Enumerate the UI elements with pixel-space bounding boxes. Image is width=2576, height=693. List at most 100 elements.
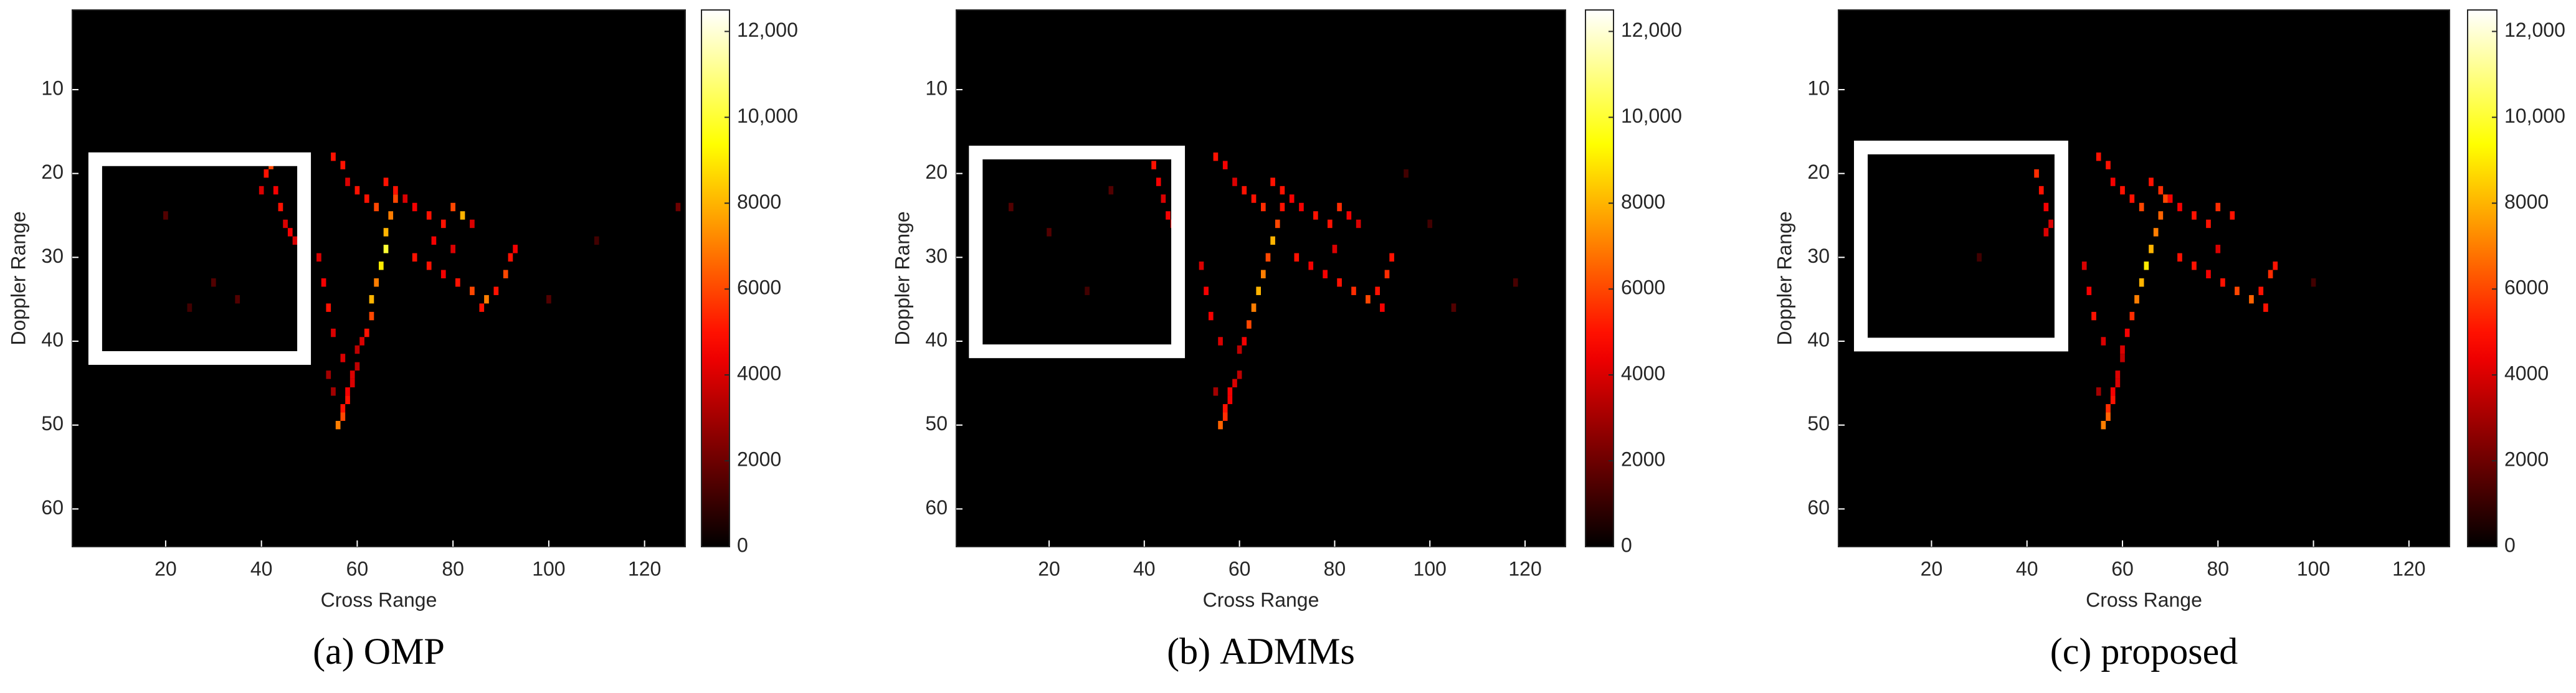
heat-cell xyxy=(1222,404,1228,413)
heat-cell xyxy=(349,379,355,388)
heat-cell xyxy=(1513,278,1518,287)
heat-cell xyxy=(1156,177,1161,186)
heat-cell xyxy=(1380,303,1385,312)
heat-cell xyxy=(1337,278,1342,287)
heat-cell xyxy=(1280,186,1285,195)
colorbar-tick-label: 8000 xyxy=(1621,191,1665,213)
heat-cell xyxy=(2110,387,2116,396)
colorbar-tick-label: 0 xyxy=(737,534,748,556)
caption: (a) OMP xyxy=(313,631,445,672)
y-tick-label: 30 xyxy=(1807,245,1830,267)
heat-cell xyxy=(1351,286,1356,295)
heat-cell xyxy=(2101,337,2106,346)
heat-cell xyxy=(2177,202,2182,212)
heat-cell xyxy=(364,194,369,203)
heat-cell xyxy=(1227,395,1233,405)
heat-cell xyxy=(1251,303,1257,312)
heat-cell xyxy=(340,161,346,169)
heat-cell xyxy=(354,362,360,371)
x-axis-label: Cross Range xyxy=(321,588,437,611)
y-axis-label: Doppler Range xyxy=(891,211,913,345)
heat-cell xyxy=(340,404,346,413)
heat-cell xyxy=(1237,345,1242,354)
heat-cell xyxy=(2230,211,2235,220)
heat-cell xyxy=(2115,379,2121,388)
heat-cell xyxy=(2086,286,2092,295)
heat-cell xyxy=(1047,228,1052,237)
colorbar xyxy=(701,9,730,547)
heat-cell xyxy=(2038,186,2044,195)
y-tick-label: 10 xyxy=(41,77,64,99)
heat-cell xyxy=(2206,270,2211,278)
highlight-box xyxy=(1854,140,2068,352)
caption: (b) ADMMs xyxy=(1167,631,1355,672)
heat-cell xyxy=(273,186,278,195)
heat-cell xyxy=(1161,194,1166,203)
colorbar-tick-label: 10,000 xyxy=(737,105,798,127)
colorbar-tick-label: 10,000 xyxy=(1621,105,1682,127)
x-tick-label: 120 xyxy=(628,557,661,580)
heat-cell xyxy=(2311,278,2316,287)
heat-cell xyxy=(2034,169,2039,178)
heat-cell xyxy=(402,194,408,203)
heat-cell xyxy=(2096,152,2101,161)
colorbar-tick-label: 10,000 xyxy=(2504,105,2565,127)
y-tick-label: 50 xyxy=(1807,412,1830,435)
heat-cell xyxy=(1389,253,1394,262)
heat-cell xyxy=(345,177,350,186)
heat-cell xyxy=(1275,219,1280,229)
heat-cell xyxy=(364,328,369,337)
heat-cell xyxy=(1299,202,1304,212)
heat-cell xyxy=(235,295,240,304)
highlight-box xyxy=(88,152,311,365)
heat-cell xyxy=(1166,211,1171,220)
heat-cell xyxy=(1108,186,1114,195)
heat-cell xyxy=(412,253,417,262)
heat-cell xyxy=(2043,202,2049,212)
x-tick-label: 100 xyxy=(532,557,565,580)
heat-cell xyxy=(508,253,513,262)
heat-cell xyxy=(1313,211,1318,220)
heat-cell xyxy=(675,202,681,212)
heat-cell xyxy=(2101,420,2106,430)
heat-cell xyxy=(2215,245,2221,253)
heat-cell xyxy=(278,202,283,212)
heat-cell xyxy=(1261,270,1266,278)
y-tick-label: 60 xyxy=(925,496,948,519)
heat-cell xyxy=(1247,320,1252,329)
heat-cell xyxy=(340,354,346,362)
heat-cell xyxy=(1261,202,1266,212)
heat-cell xyxy=(1151,161,1156,169)
heat-cell xyxy=(2263,303,2268,312)
colorbar-tick-label: 12,000 xyxy=(737,19,798,41)
heat-cell xyxy=(1213,152,1219,161)
y-tick-label: 10 xyxy=(1807,77,1830,99)
y-tick-label: 40 xyxy=(1807,328,1830,351)
heat-cell xyxy=(379,262,384,270)
heat-cell xyxy=(2192,262,2197,270)
heat-cell xyxy=(1218,337,1223,346)
heat-cell xyxy=(369,295,374,304)
heat-cell xyxy=(1977,253,1982,262)
heat-cell xyxy=(2139,202,2144,212)
heat-cell xyxy=(470,219,475,229)
axes-frame xyxy=(956,9,1566,547)
colorbar-tick-label: 0 xyxy=(2504,534,2516,556)
heat-cell xyxy=(426,262,432,270)
heat-cell xyxy=(1332,245,1338,253)
heat-cell xyxy=(2177,253,2182,262)
x-tick-label: 60 xyxy=(1229,557,1251,580)
heat-cell xyxy=(287,228,293,237)
heat-cell xyxy=(163,211,168,220)
axes-frame xyxy=(1838,9,2450,547)
heat-cell xyxy=(513,245,518,253)
x-tick-label: 120 xyxy=(2392,557,2425,580)
x-tick-label: 80 xyxy=(442,557,464,580)
heat-cell xyxy=(2163,194,2168,203)
heat-cell xyxy=(331,328,336,337)
heat-cell xyxy=(2106,412,2111,421)
heat-cell xyxy=(2048,219,2053,229)
heat-cell xyxy=(1242,337,1247,346)
y-axis-label: Doppler Range xyxy=(7,211,29,345)
